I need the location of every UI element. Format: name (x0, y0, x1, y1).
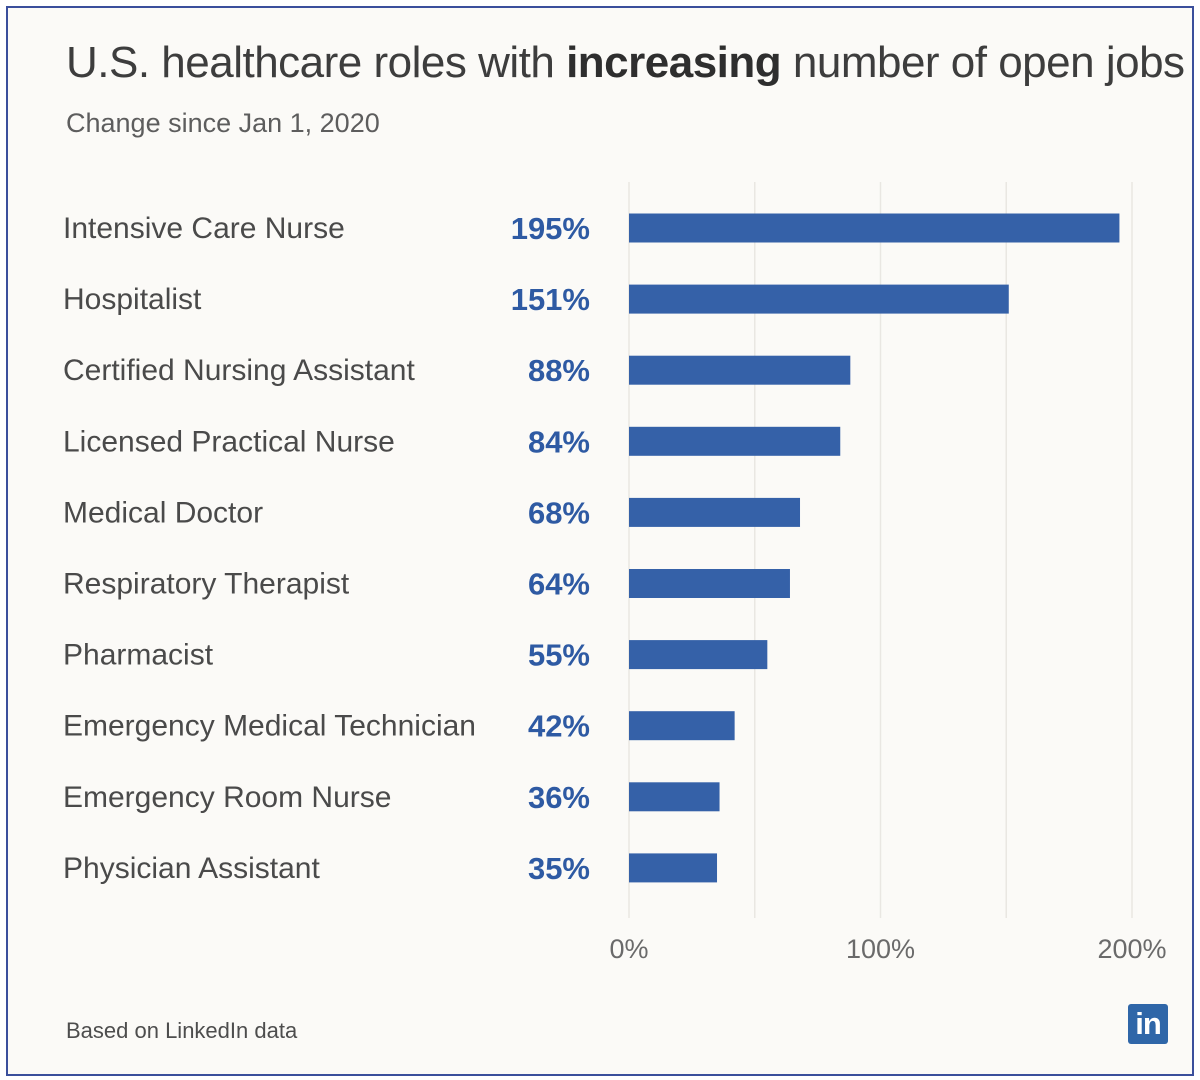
value-label: 36% (528, 780, 590, 815)
title-prefix: U.S. healthcare roles with (66, 38, 567, 87)
x-tick-label: 100% (846, 934, 915, 964)
bar (629, 782, 720, 812)
category-label: Medical Doctor (63, 496, 263, 529)
category-label: Intensive Care Nurse (63, 212, 345, 245)
value-label: 84% (528, 424, 590, 459)
category-label: Pharmacist (63, 639, 214, 672)
value-label: 42% (528, 709, 590, 744)
chart-title: U.S. healthcare roles with increasing nu… (66, 38, 1185, 88)
bar (629, 569, 790, 598)
bar (629, 853, 718, 883)
category-label: Respiratory Therapist (63, 568, 350, 601)
chart-subtitle: Change since Jan 1, 2020 (66, 108, 380, 138)
value-label: 195% (511, 211, 590, 246)
title-suffix: number of open jobs (781, 38, 1185, 87)
category-label: Certified Nursing Assistant (63, 354, 415, 387)
linkedin-logo-icon: in (1128, 1004, 1168, 1044)
chart-card: U.S. healthcare roles with increasing nu… (6, 6, 1194, 1076)
bar (629, 355, 851, 385)
bar (629, 640, 768, 670)
title-emphasis: increasing (566, 38, 782, 87)
category-label: Emergency Room Nurse (63, 781, 391, 814)
source-note: Based on LinkedIn data (66, 1018, 298, 1043)
value-label: 88% (528, 353, 590, 388)
x-tick-label: 0% (609, 934, 648, 964)
value-label: 55% (528, 638, 590, 673)
bar (629, 497, 801, 527)
x-tick-label: 200% (1097, 934, 1166, 964)
category-label: Hospitalist (63, 283, 202, 316)
value-label: 35% (528, 851, 590, 886)
value-label: 64% (528, 567, 590, 602)
value-label: 68% (528, 495, 590, 530)
bar (629, 711, 735, 741)
bar (629, 213, 1120, 243)
category-label: Licensed Practical Nurse (63, 425, 395, 458)
bar (629, 426, 841, 456)
bar (629, 284, 1009, 314)
category-label: Physician Assistant (63, 852, 320, 885)
category-label: Emergency Medical Technician (63, 710, 476, 743)
value-label: 151% (511, 282, 590, 317)
